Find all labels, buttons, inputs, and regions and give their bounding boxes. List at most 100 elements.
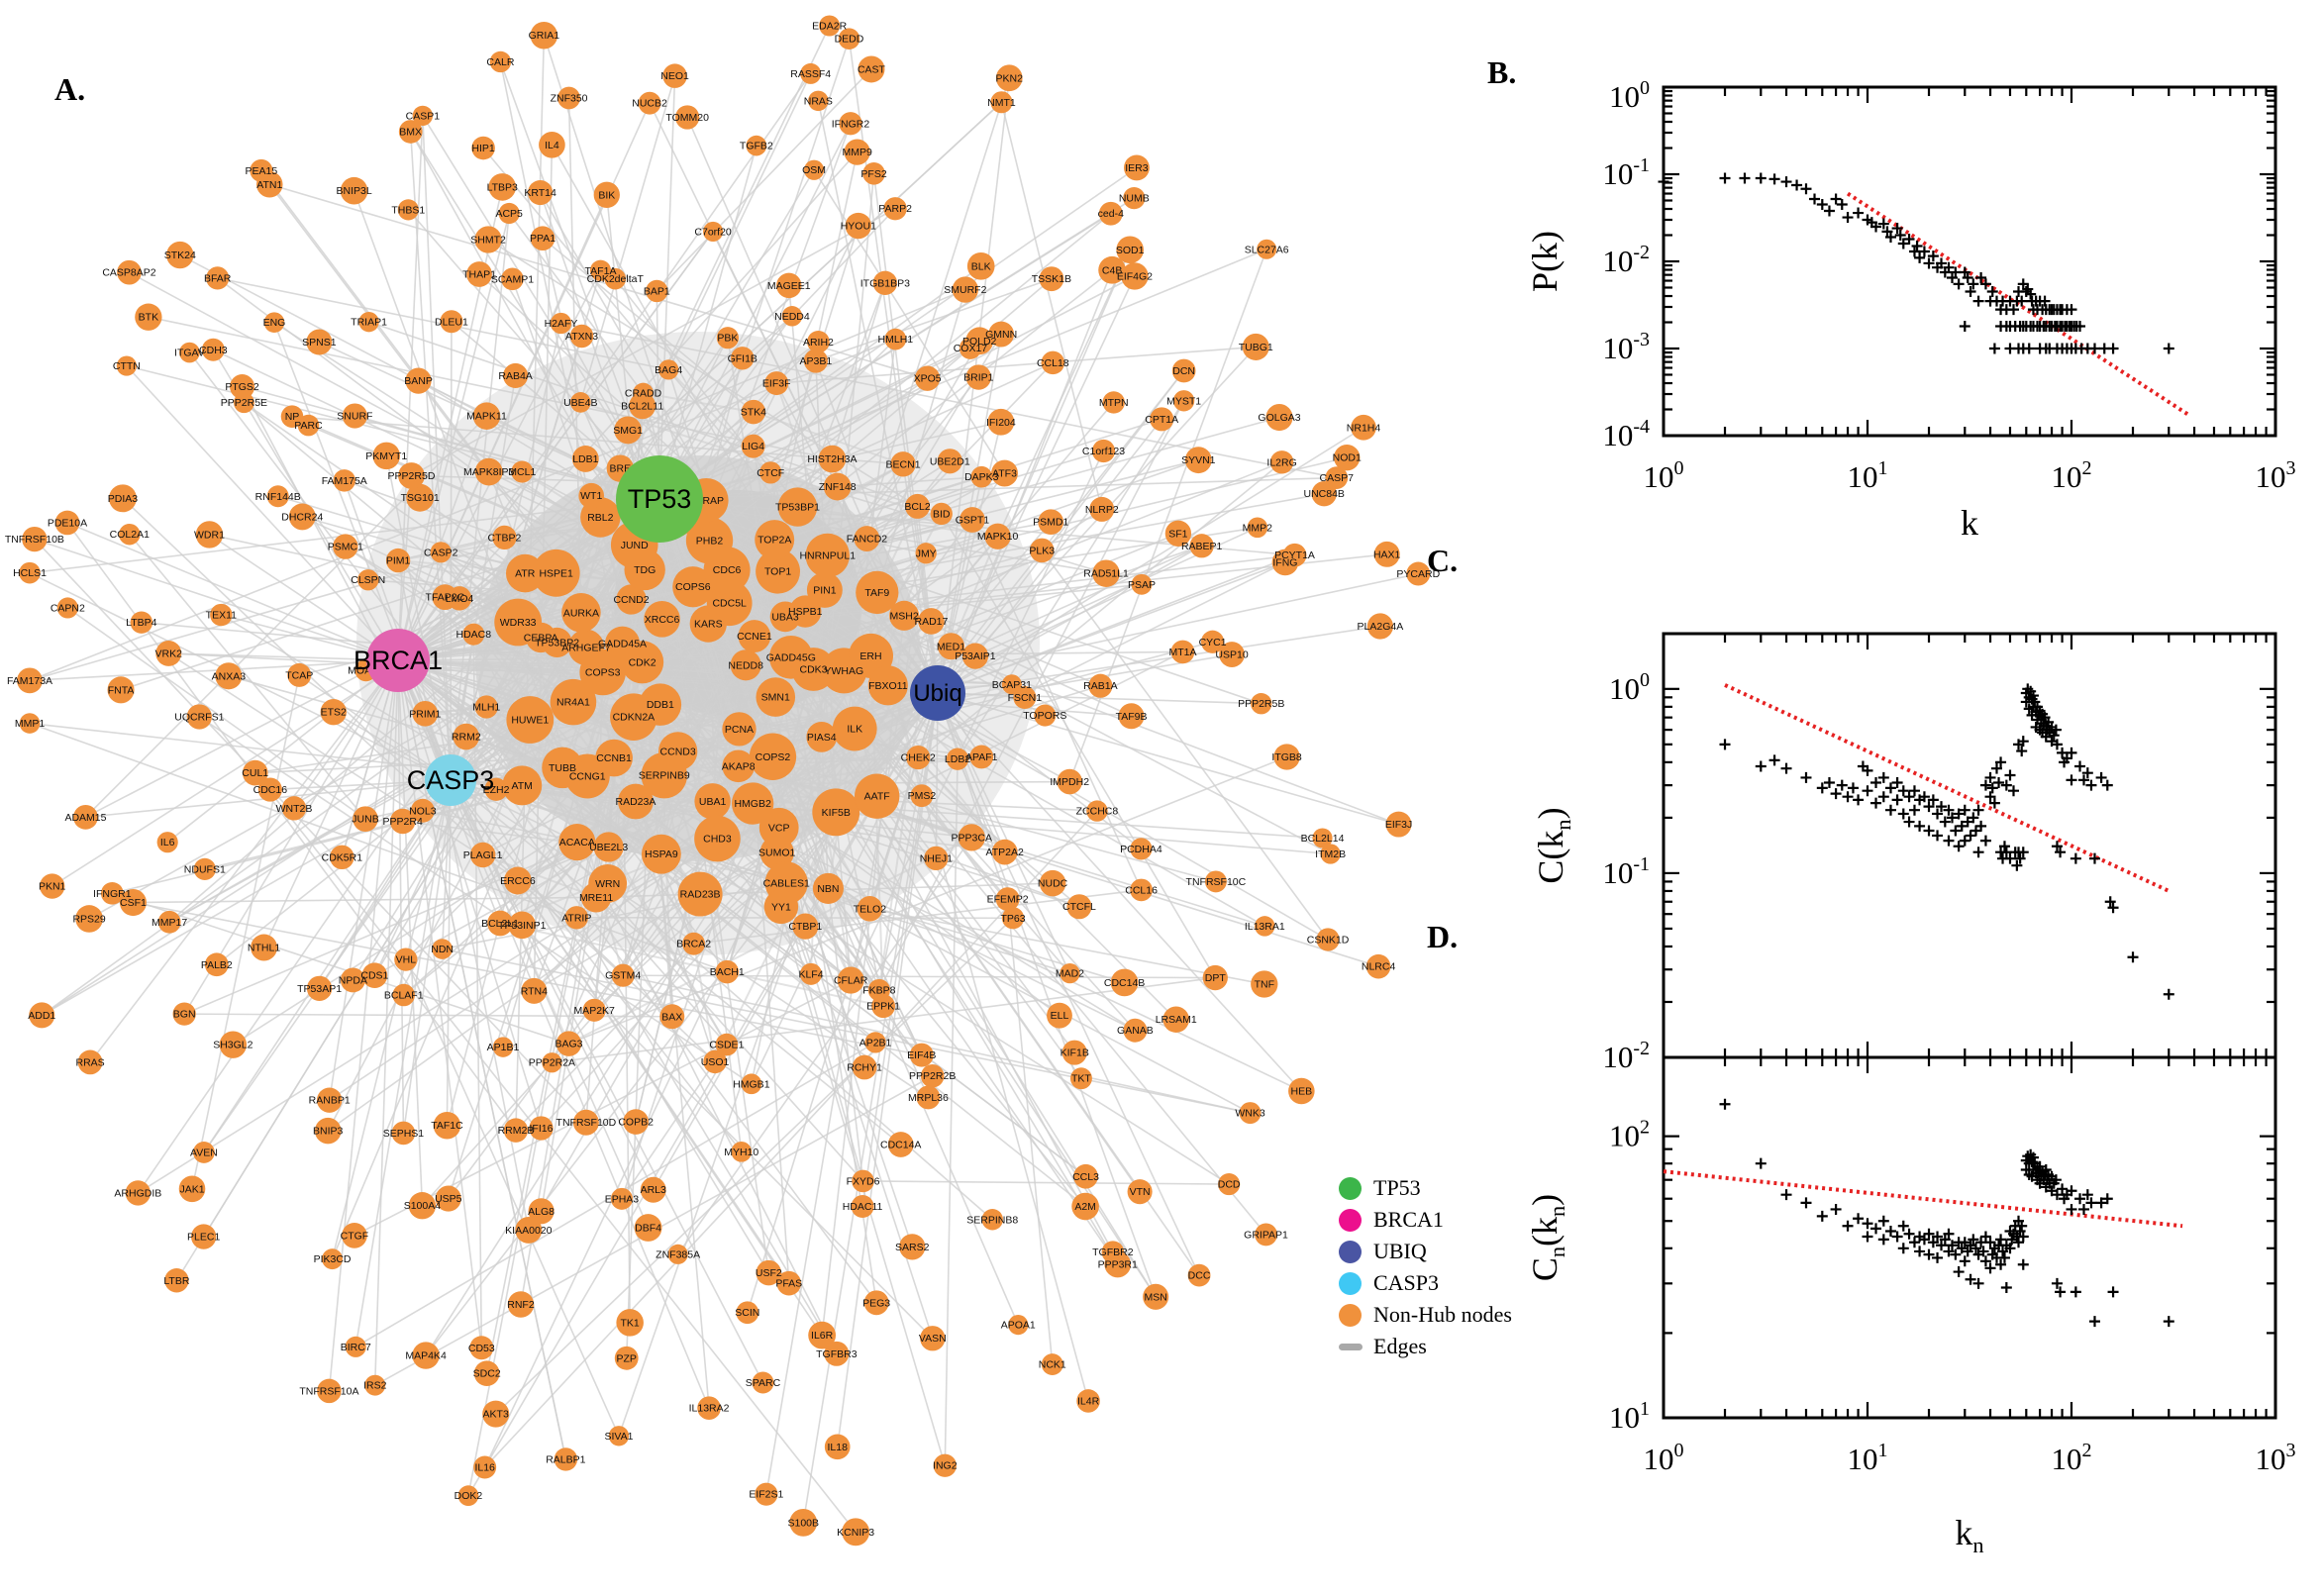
network-node [915, 543, 937, 564]
network-node [469, 1336, 494, 1360]
network-edge [658, 123, 852, 500]
network-node-label: AKAP8 [722, 760, 756, 772]
network-node [108, 484, 137, 513]
plot-C: 100 10-1 10-2 C(kn) [1531, 632, 2277, 1074]
network-edge [29, 338, 896, 682]
network-node [952, 276, 979, 303]
network-node [675, 105, 700, 130]
x-tick-label: 100 [1644, 1440, 1684, 1476]
network-node [1104, 1250, 1132, 1278]
network-node [306, 975, 333, 1001]
network-node-label: CEBPA [524, 632, 558, 644]
network-node [75, 905, 103, 933]
network-node [564, 906, 589, 930]
network-node [871, 994, 896, 1019]
network-edge [937, 545, 1203, 694]
network-node [889, 600, 920, 631]
data-point [2163, 1316, 2174, 1328]
network-node [1034, 704, 1057, 727]
data-point [1884, 804, 1896, 816]
network-node [1124, 154, 1150, 181]
network-node-label: CCNG1 [569, 770, 606, 782]
network-edge [726, 462, 904, 571]
network-node [281, 796, 307, 821]
network-node [433, 1111, 461, 1140]
network-edge [254, 772, 857, 1533]
network-node [1257, 239, 1277, 259]
network-node [920, 1326, 946, 1351]
network-node [397, 199, 419, 221]
network-node [172, 1002, 196, 1026]
network-node [755, 520, 795, 560]
network-node [722, 712, 757, 747]
legend-dot-icon [1339, 1303, 1362, 1327]
network-node [503, 866, 532, 895]
network-node [1273, 744, 1300, 770]
network-node-label: TDG [634, 564, 656, 576]
network-nodes [17, 15, 1431, 1546]
network-edge [656, 68, 872, 292]
network-node [906, 745, 931, 770]
network-edge [521, 924, 934, 1340]
network-node-label: TOP1 [764, 566, 791, 578]
network-node [792, 913, 819, 940]
network-node [432, 939, 453, 959]
network-node [618, 783, 654, 820]
network-node-label: HMGB2 [734, 798, 771, 810]
plot-frame [1662, 85, 2277, 438]
legend-item-non-hub-nodes: Non-Hub nodes [1333, 1299, 1590, 1331]
network-edge [869, 655, 885, 1007]
data-point [1862, 1218, 1873, 1230]
network-node [507, 1291, 535, 1318]
network-node [266, 485, 289, 508]
network-node [1312, 828, 1333, 848]
legend-label: Non-Hub nodes [1373, 1302, 1512, 1327]
network-node [1187, 1263, 1211, 1287]
network-node [306, 329, 333, 355]
network-node [756, 677, 796, 717]
network-node [854, 773, 900, 819]
network-node [482, 1400, 510, 1428]
network-node [186, 704, 212, 730]
data-point [1862, 785, 1873, 797]
network-node-label: DDB1 [647, 699, 674, 711]
network-node [539, 131, 565, 158]
network-node [730, 649, 761, 681]
network-node-label: NBN [817, 883, 839, 895]
network-node [990, 91, 1013, 114]
legend-dot-icon [1339, 1240, 1362, 1263]
network-node-label: CCND2 [613, 594, 649, 606]
data-point [1903, 791, 1915, 803]
network-node-label: CCNE1 [737, 631, 772, 643]
network-node [1039, 869, 1066, 897]
network-node [1073, 1163, 1098, 1189]
network-node [703, 1049, 727, 1074]
data-point [1959, 321, 1970, 333]
data-point [1830, 1203, 1842, 1215]
network-node [969, 745, 994, 769]
network-node [515, 1216, 543, 1244]
network-node [1265, 403, 1293, 432]
network-edge [397, 101, 1002, 661]
data-point [1979, 835, 1991, 847]
network-edge [887, 545, 1202, 687]
data-point [2085, 779, 2097, 791]
network-node [1041, 1353, 1063, 1375]
network-node [1127, 1179, 1153, 1205]
network-node [17, 667, 43, 694]
network-node [342, 403, 367, 429]
network-node [210, 603, 233, 627]
network-node [789, 1508, 818, 1537]
legend-dot-icon [1339, 1208, 1362, 1232]
network-edge [89, 659, 399, 1063]
network-node [257, 777, 282, 802]
network-node [1189, 534, 1214, 558]
network-node [1029, 538, 1055, 563]
network-edge [29, 659, 399, 682]
data-point [1877, 771, 1889, 783]
network-node [215, 662, 243, 690]
network-node [1162, 1006, 1189, 1033]
network-edge [397, 659, 405, 1134]
network-node [398, 120, 423, 144]
y-tick-label: 10-3 [1602, 329, 1650, 365]
